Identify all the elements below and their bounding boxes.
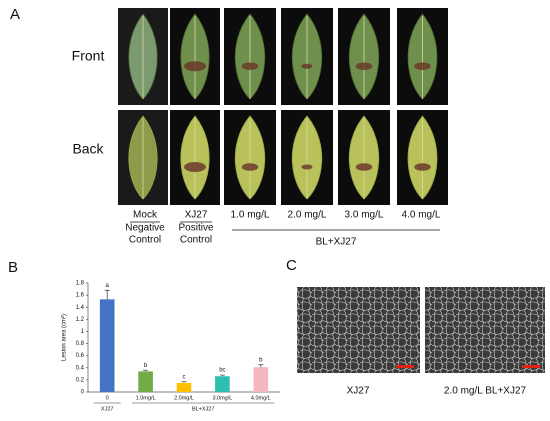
- y-tick-label: 0.6: [76, 353, 85, 359]
- x-tick-label: 2.0mg/L: [174, 395, 194, 401]
- lesion: [414, 62, 431, 70]
- row-label: Back: [72, 141, 104, 157]
- bar: [138, 371, 153, 392]
- column-label: 1.0 mg/L: [231, 210, 270, 221]
- y-tick-label: 1.2: [76, 317, 85, 323]
- panel-label: C: [286, 257, 297, 274]
- bar: [176, 382, 192, 392]
- y-tick-label: 1.6: [76, 293, 85, 299]
- panel-label: B: [8, 259, 18, 276]
- row-label: Front: [72, 48, 105, 64]
- panel-label: A: [10, 6, 20, 23]
- lesion: [355, 163, 373, 171]
- column-sublabel: Negative: [125, 223, 165, 234]
- group-label: BL+XJ27: [316, 237, 357, 248]
- group-label: BL+XJ27: [192, 406, 214, 412]
- lesion: [301, 164, 313, 170]
- column-sublabel: Control: [129, 235, 161, 246]
- column-label: Mock: [133, 210, 158, 221]
- caption: 2.0 mg/L BL+XJ27: [444, 386, 527, 397]
- significance-letter: b: [144, 363, 148, 369]
- column-sublabel: Positive: [178, 223, 213, 234]
- column-label: 2.0 mg/L: [288, 210, 327, 221]
- significance-letter: a: [106, 283, 110, 289]
- error-bar: [258, 364, 264, 368]
- panel-c: C XJ27 2.0 mg/L BL+XJ27: [286, 257, 545, 397]
- lesion: [241, 62, 259, 70]
- scale-bar: [522, 365, 540, 368]
- x-tick-label: 1.0mg/L: [136, 395, 156, 401]
- lesion: [301, 63, 313, 69]
- y-tick-label: 0: [81, 390, 85, 396]
- significance-letter: c: [183, 374, 186, 380]
- y-tick-label: 0.2: [76, 377, 85, 383]
- y-tick-label: 1: [81, 329, 85, 335]
- significance-letter: b: [259, 357, 263, 363]
- bar: [253, 367, 269, 392]
- error-bar: [143, 369, 149, 372]
- error-bar: [181, 381, 187, 383]
- scale-bar: [396, 365, 414, 368]
- y-axis-label: Lesion area (cm²): [62, 314, 68, 361]
- bar: [215, 376, 230, 392]
- micrograph: [425, 287, 545, 373]
- bar: [99, 299, 115, 392]
- significance-letter: bc: [219, 368, 225, 374]
- column-label: XJ27: [185, 210, 208, 221]
- column-label: 3.0 mg/L: [345, 210, 384, 221]
- y-tick-label: 1.4: [76, 305, 85, 311]
- lesion: [241, 163, 259, 171]
- x-tick-label: 0: [106, 395, 109, 401]
- y-tick-label: 0.8: [76, 341, 85, 347]
- lesion: [184, 162, 206, 172]
- micrograph: [297, 287, 420, 373]
- column-sublabel: Control: [180, 235, 212, 246]
- group-label: XJ27: [101, 406, 114, 412]
- error-bar: [219, 374, 225, 377]
- x-tick-label: 4.0mg/L: [251, 395, 271, 401]
- panel-b: B 0 0.2 0.4 0.6 0.8 1 1.2 1.4 1.6 1.8 Lesion area …: [8, 259, 280, 412]
- lesion: [184, 61, 206, 72]
- y-tick-label: 0.4: [76, 365, 85, 371]
- y-tick-label: 1.8: [76, 281, 85, 287]
- caption: XJ27: [347, 386, 370, 397]
- error-bar: [104, 289, 110, 300]
- column-label: 4.0 mg/L: [402, 210, 441, 221]
- panel-a: A Front Back Mock Negative Control XJ27 …: [10, 6, 448, 248]
- lesion: [414, 163, 431, 171]
- x-tick-label: 3.0mg/L: [212, 395, 232, 401]
- lesion: [355, 62, 373, 70]
